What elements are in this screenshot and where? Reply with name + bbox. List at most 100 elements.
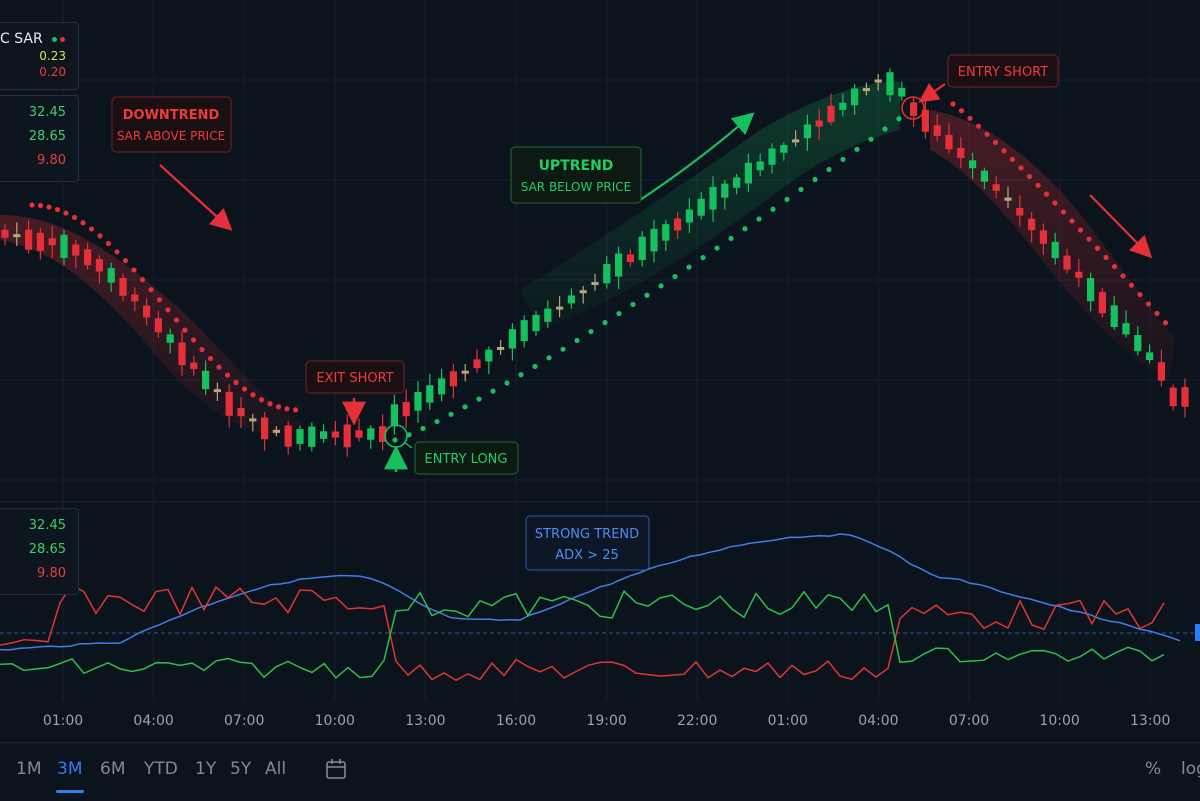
- sar-dot: [630, 301, 636, 308]
- candlestick-series: [1, 68, 1189, 457]
- candle-body: [803, 124, 811, 139]
- candle-body: [520, 320, 528, 342]
- uptrend-label: UPTREND SAR BELOW PRICE: [510, 146, 642, 204]
- range-button-5y[interactable]: 5Y: [230, 759, 252, 779]
- sar-dot: [207, 355, 214, 362]
- entry-long-marker: [384, 424, 408, 448]
- candle-body: [851, 88, 859, 106]
- sar-dot: [148, 286, 154, 293]
- candle-body: [1016, 207, 1024, 216]
- candle-body: [1075, 271, 1083, 278]
- range-button-ytd[interactable]: YTD: [144, 759, 178, 779]
- candle-body: [957, 147, 965, 159]
- candle-body: [733, 177, 741, 188]
- range-button-1m[interactable]: 1M: [16, 759, 42, 779]
- downtrend-arrow-2: [1089, 194, 1153, 259]
- range-button-1y[interactable]: 1Y: [195, 759, 217, 779]
- sar-dot: [672, 273, 678, 280]
- x-tick-label: 19:00: [586, 713, 626, 729]
- sar-dot: [1069, 218, 1075, 224]
- sar-dot: [992, 139, 999, 146]
- candle-body: [721, 183, 729, 198]
- sar-dot: [448, 411, 454, 417]
- candle-body: [579, 290, 587, 294]
- candle-body: [202, 370, 210, 390]
- candle-body: [532, 314, 540, 332]
- sar-dot: [616, 310, 622, 317]
- sar-dot: [967, 115, 973, 121]
- sar-dot: [63, 210, 69, 216]
- candle-body: [780, 145, 788, 153]
- sar-dot: [686, 264, 692, 270]
- candle-body: [591, 282, 599, 286]
- sar-dot: [868, 136, 874, 142]
- x-tick-label: 22:00: [677, 713, 717, 729]
- x-tick-label: 16:00: [496, 713, 536, 729]
- price-legend-value-1: 32.45: [28, 105, 66, 120]
- sar-dot: [165, 307, 171, 313]
- candle-body: [1146, 352, 1154, 361]
- range-button-6m[interactable]: 6M: [100, 759, 126, 779]
- sar-dot: [1154, 310, 1160, 316]
- candle-body: [213, 389, 221, 393]
- adx-value-marker: [1195, 624, 1200, 641]
- sar-dot: [700, 255, 706, 261]
- sar-dot: [714, 245, 720, 251]
- sar-dot: [1035, 182, 1041, 188]
- sar-dot: [267, 401, 273, 407]
- sar-dot: [1120, 273, 1126, 279]
- downtrend-title: DOWNTREND: [123, 108, 220, 123]
- sar-dot: [756, 216, 762, 222]
- range-toolbar: 1M 3M 6M YTD 1Y 5Y All % log: [0, 742, 1200, 801]
- candle-body: [1110, 305, 1118, 328]
- sar-dot: [984, 131, 990, 137]
- x-tick-label: 04:00: [858, 713, 898, 729]
- candle-body: [261, 417, 269, 440]
- candle-body: [1063, 255, 1071, 270]
- sar-dot: [122, 258, 129, 264]
- sar-dot: [1001, 148, 1007, 154]
- strong-trend-title: STRONG TREND: [535, 527, 639, 542]
- x-tick-label: 07:00: [224, 713, 264, 729]
- candle-body: [131, 294, 139, 302]
- sar-dot: [71, 214, 78, 221]
- sar-dot: [546, 355, 552, 361]
- candle-body: [237, 407, 245, 417]
- sar-dot: [1094, 245, 1101, 251]
- range-button-all[interactable]: All: [265, 759, 287, 779]
- sar-dot: [1162, 320, 1169, 326]
- candle-body: [886, 72, 894, 96]
- candle-body: [768, 148, 776, 165]
- plus-di-line: [0, 589, 1165, 679]
- percent-scale-button[interactable]: %: [1145, 759, 1162, 779]
- candle-body: [674, 218, 682, 231]
- sar-dot: [292, 407, 299, 413]
- sar-dot: [275, 404, 282, 410]
- candle-body: [638, 236, 646, 261]
- x-axis: 01:00 04:00 07:00 10:00 13:00 16:00 19:00 22:00…: [43, 713, 1171, 729]
- candle-body: [603, 264, 611, 284]
- candle-body: [390, 404, 398, 427]
- calendar-icon[interactable]: [325, 758, 347, 780]
- sar-dot: [560, 346, 566, 352]
- log-scale-button[interactable]: log: [1181, 759, 1200, 779]
- candle-body: [626, 254, 634, 263]
- x-tick-label: 10:00: [315, 713, 355, 729]
- candle-body: [615, 253, 623, 277]
- candle-body: [1004, 197, 1012, 201]
- sar-dot: [1018, 165, 1024, 171]
- sar-dot: [1009, 156, 1016, 162]
- range-button-3m[interactable]: 3M: [57, 759, 83, 779]
- sar-dot: [784, 196, 790, 202]
- candle-body: [945, 134, 953, 150]
- candle-body: [72, 244, 80, 256]
- candle-body: [744, 162, 752, 184]
- chart-svg: DOWNTREND SAR ABOVE PRICE UPTREND SAR BE…: [0, 0, 1200, 729]
- candle-body: [697, 198, 705, 216]
- x-tick-label: 01:00: [768, 713, 808, 729]
- candle-body: [485, 349, 493, 362]
- sar-dot: [420, 425, 426, 432]
- sar-legend: C SAR 0.23 0.20: [0, 22, 79, 90]
- candle-body: [709, 186, 717, 210]
